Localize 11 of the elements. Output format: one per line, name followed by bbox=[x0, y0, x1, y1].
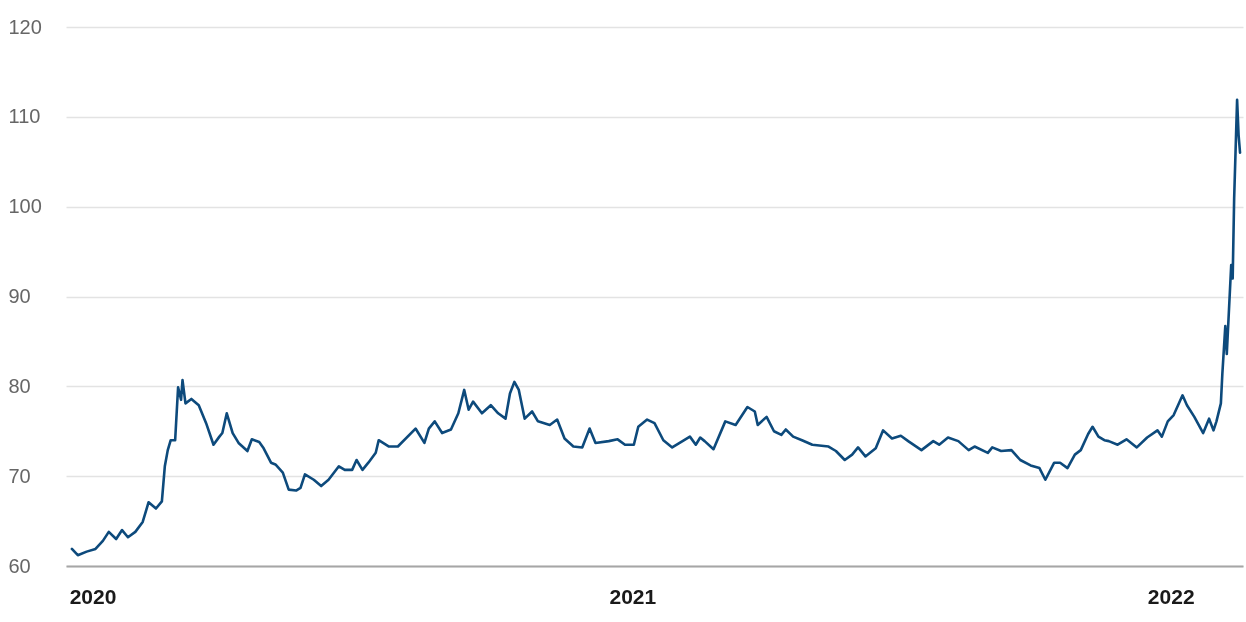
x-tick-label: 2021 bbox=[609, 584, 657, 608]
y-tick-label: 90 bbox=[8, 285, 31, 307]
y-tick-label: 60 bbox=[8, 554, 31, 577]
y-tick-label: 120 bbox=[8, 15, 42, 38]
y-tick-label: 100 bbox=[8, 195, 42, 218]
line-series bbox=[70, 98, 1242, 557]
y-tick-label: 110 bbox=[8, 105, 41, 128]
x-tick-label: 2022 bbox=[1147, 584, 1195, 608]
x-tick-label: 2020 bbox=[69, 584, 117, 608]
y-tick-label: 80 bbox=[8, 374, 31, 397]
y-tick-label: 70 bbox=[8, 464, 31, 487]
